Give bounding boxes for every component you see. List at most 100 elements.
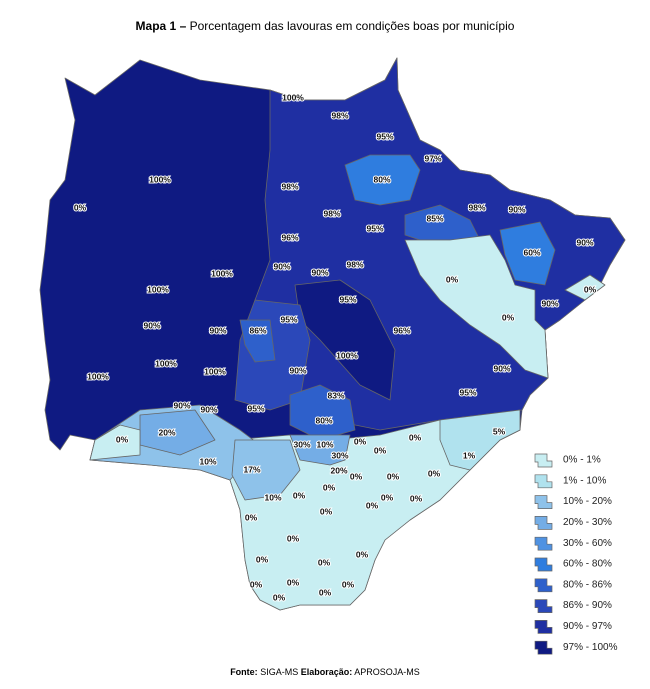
source-label: Elaboração: <box>301 667 353 677</box>
municipality-label: 0% <box>381 492 394 502</box>
region <box>344 154 421 206</box>
municipality-label: 10% <box>264 492 281 502</box>
legend-swatch <box>534 557 553 572</box>
region <box>404 234 549 379</box>
municipality-label: 1% <box>463 450 476 460</box>
municipality-label: 0% <box>245 512 258 522</box>
municipality-label: 0% <box>116 434 129 444</box>
legend-label: 90% - 97% <box>563 621 612 632</box>
municipality-label: 80% <box>315 415 332 425</box>
legend-swatch <box>534 599 553 613</box>
municipality-label: 100% <box>211 268 233 278</box>
region <box>289 384 356 441</box>
legend-label: 80% - 86% <box>563 579 612 590</box>
municipality-label: 90% <box>576 237 593 247</box>
municipality-label: 0% <box>354 436 367 446</box>
municipality-label: 0% <box>374 445 387 455</box>
municipality-label: 95% <box>339 294 356 304</box>
legend-swatch <box>534 516 553 530</box>
source-label: Fonte: <box>230 667 258 677</box>
municipality-label: 0% <box>409 432 422 442</box>
municipality-label: 30% <box>293 439 310 449</box>
municipality-label: 96% <box>393 325 410 335</box>
municipality-label: 0% <box>387 471 400 481</box>
municipality-label: 83% <box>327 390 344 400</box>
municipality-label: 0% <box>319 587 332 597</box>
region <box>294 279 396 401</box>
municipality-label: 5% <box>493 426 506 436</box>
municipality-label: 96% <box>281 232 298 242</box>
municipality-label: 90% <box>289 365 306 375</box>
region <box>89 424 141 461</box>
municipality-label: 0% <box>293 490 306 500</box>
municipality-label: 90% <box>273 261 290 271</box>
municipality-label: 100% <box>155 358 177 368</box>
municipality-label: 95% <box>366 223 383 233</box>
municipality-label: 100% <box>336 350 358 360</box>
municipality-label: 30% <box>331 450 348 460</box>
municipality-label: 0% <box>446 274 459 284</box>
municipality-label: 98% <box>468 202 485 212</box>
municipality-label: 90% <box>173 400 190 410</box>
municipality-label: 100% <box>149 174 171 184</box>
region <box>439 409 521 471</box>
municipality-label: 90% <box>200 404 217 414</box>
municipality-label: 0% <box>256 554 269 564</box>
municipality-label: 95% <box>280 314 297 324</box>
municipality-label: 0% <box>356 549 369 559</box>
legend-swatch <box>534 620 553 634</box>
municipality-label: 85% <box>426 213 443 223</box>
municipality-label: 17% <box>243 464 260 474</box>
source-text: SIGA-MS <box>260 667 298 677</box>
municipality-label: 0% <box>287 577 300 587</box>
title-bold: Mapa 1 – <box>136 19 187 33</box>
source-text: APROSOJA-MS <box>354 667 420 677</box>
municipality-label: 95% <box>459 387 476 397</box>
municipality-label: 0% <box>250 579 263 589</box>
municipality-label: 20% <box>158 427 175 437</box>
municipality-label: 100% <box>87 371 109 381</box>
municipality-label: 95% <box>247 403 264 413</box>
municipality-label: 10% <box>316 439 333 449</box>
label-layer: 100% 98% 95% 97% 80% 100% 0% 98% 98% 95% 85% 98% 90%… <box>73 91 598 603</box>
municipality-label: 100% <box>147 284 169 294</box>
region <box>239 319 276 363</box>
municipality-label: 98% <box>323 208 340 218</box>
legend-label: 30% - 60% <box>563 538 612 549</box>
municipality-label: 0% <box>502 312 515 322</box>
municipality-label: 0% <box>74 202 87 212</box>
municipality-label: 86% <box>249 325 266 335</box>
legend-swatch <box>534 536 553 551</box>
region <box>499 221 556 286</box>
municipality-label: 98% <box>346 259 363 269</box>
municipality-label: 90% <box>209 325 226 335</box>
legend: 0% - 1% 1% - 10% 10% - 20% 20% - 30% 30% - 6… <box>534 453 618 655</box>
municipality-label: 10% <box>199 456 216 466</box>
municipality-label: 0% <box>342 579 355 589</box>
legend-swatch <box>534 453 553 468</box>
municipality-label: 90% <box>541 298 558 308</box>
source-line: Fonte: SIGA-MS Elaboração: APROSOJA-MS <box>230 667 420 677</box>
municipality-label: 0% <box>273 592 286 602</box>
municipality-label: 0% <box>320 506 333 516</box>
legend-label: 0% - 1% <box>563 455 601 466</box>
municipality-label: 90% <box>311 267 328 277</box>
municipality-label: 95% <box>376 131 393 141</box>
region <box>289 434 351 466</box>
municipality-label: 90% <box>493 363 510 373</box>
municipality-label: 0% <box>350 471 363 481</box>
municipality-label: 98% <box>331 110 348 120</box>
municipality-label: 100% <box>282 92 304 102</box>
legend-label: 20% - 30% <box>563 517 612 528</box>
municipality-label: 0% <box>287 533 300 543</box>
legend-label: 97% - 100% <box>563 642 618 653</box>
legend-label: 1% - 10% <box>563 475 606 486</box>
map-title: Mapa 1 – Porcentagem das lavouras em con… <box>136 19 515 33</box>
legend-swatch <box>534 578 553 593</box>
municipality-label: 0% <box>428 468 441 478</box>
municipality-label: 98% <box>281 181 298 191</box>
legend-swatch <box>534 495 553 509</box>
municipality-label: 0% <box>318 557 331 567</box>
legend-label: 10% - 20% <box>563 496 612 507</box>
